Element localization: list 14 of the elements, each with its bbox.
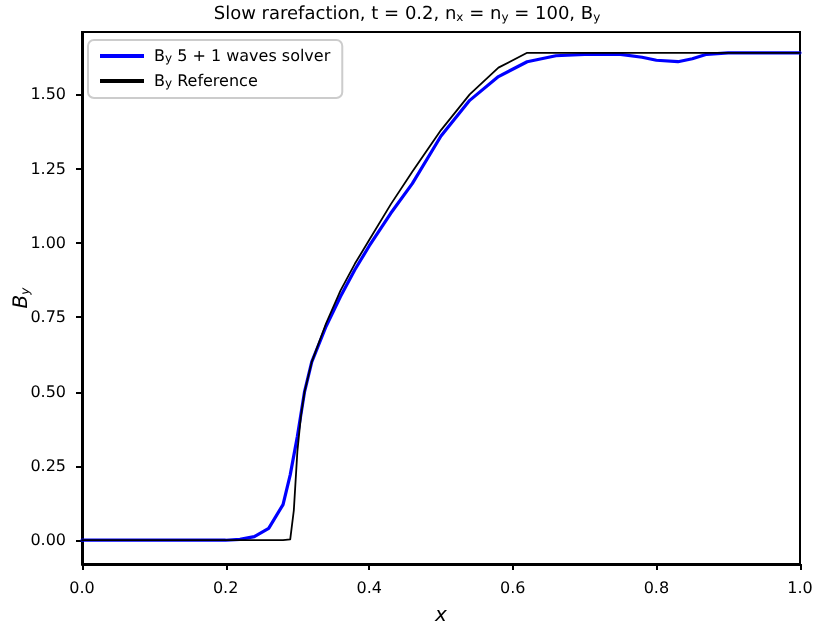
y-tick-label: 0.00 [30,531,66,550]
x-tick-label: 0.6 [500,579,526,597]
y-tick-label: 0.75 [30,308,66,327]
x-tick-label: 0.0 [69,579,95,597]
y-tick-label: 1.00 [30,234,66,253]
x-axis-title: x [433,605,448,624]
y-tick-label: 0.50 [30,382,66,401]
x-tick-label: 1.0 [787,579,813,597]
x-tick-label: 0.4 [356,579,382,597]
y-tick-label: 1.50 [30,85,66,104]
x-tick-label: 0.8 [643,579,670,597]
x-tick-label: 0.2 [212,579,239,597]
y-tick-label: 1.25 [30,159,66,178]
y-tick-label: 0.25 [30,456,66,475]
